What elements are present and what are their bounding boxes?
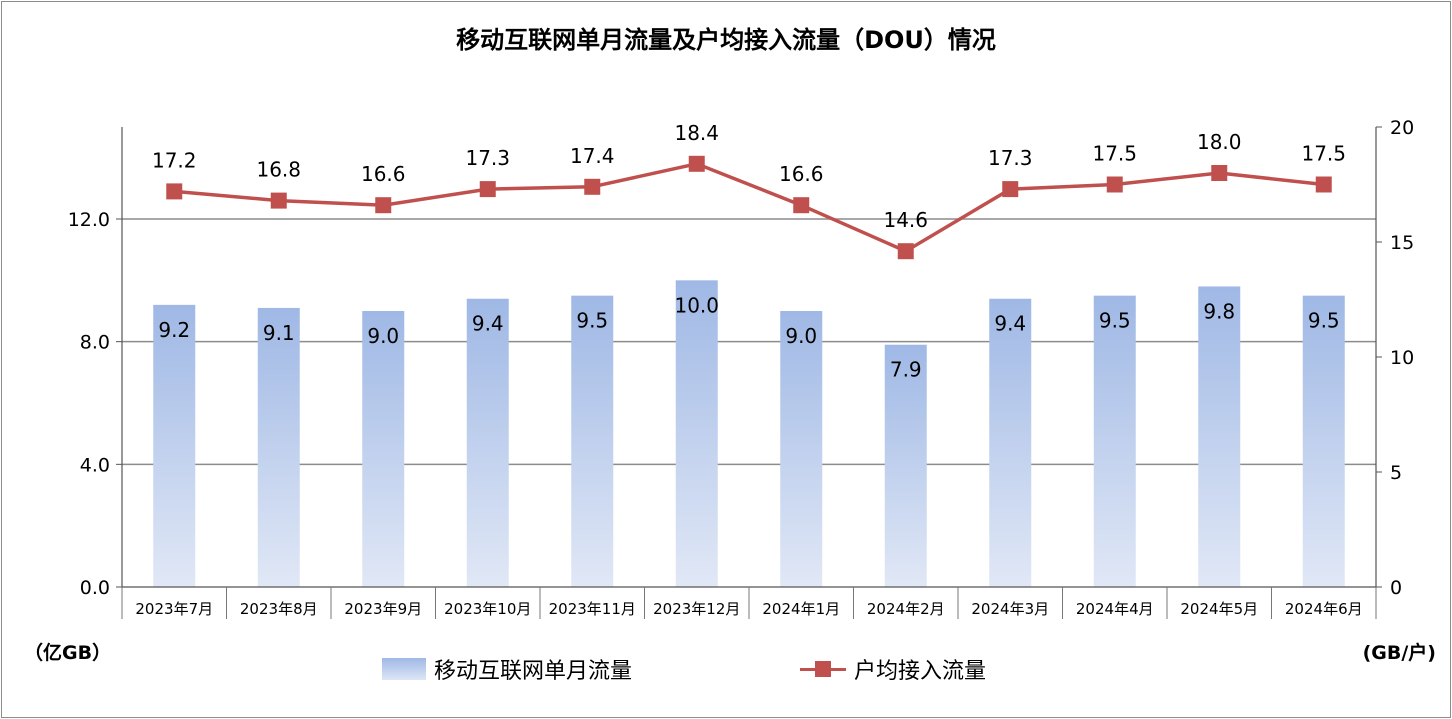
x-tick-label: 2023年11月 (549, 600, 636, 618)
line-value-label: 14.6 (883, 208, 928, 232)
bar-value-label: 9.1 (263, 321, 295, 345)
line-value-label: 16.6 (361, 162, 406, 186)
x-tick-label: 2024年1月 (762, 600, 840, 618)
bar-value-label: 9.4 (994, 312, 1026, 336)
x-tick-label: 2024年2月 (867, 600, 945, 618)
x-tick-label: 2023年7月 (135, 600, 213, 618)
line-value-label: 17.4 (570, 144, 615, 168)
legend-line-label: 户均接入流量 (854, 659, 987, 684)
line-value-label: 17.3 (988, 146, 1033, 170)
bar (571, 295, 614, 587)
bar (1093, 295, 1136, 587)
line-value-label: 16.6 (779, 162, 824, 186)
line-point-marker (375, 197, 392, 214)
x-tick-label: 2023年8月 (240, 600, 318, 618)
line-point-marker (897, 243, 914, 260)
x-tick-label: 2024年4月 (1076, 600, 1154, 618)
right-tick-label: 15 (1390, 232, 1414, 254)
left-tick-label: 12.0 (68, 209, 110, 231)
bar (153, 304, 196, 587)
line-value-label: 17.2 (152, 148, 197, 172)
line-point-marker (1002, 181, 1019, 198)
line-value-label: 18.0 (1197, 130, 1242, 154)
left-tick-label: 8.0 (80, 332, 110, 354)
line-value-label: 17.3 (465, 146, 510, 170)
left-tick-label: 4.0 (80, 454, 110, 476)
bar (989, 298, 1032, 587)
line-point-marker (166, 183, 183, 200)
bar (1302, 295, 1345, 587)
x-tick-label: 2024年6月 (1285, 600, 1363, 618)
bar-value-label: 7.9 (890, 358, 922, 382)
legend-item-line: 户均接入流量 (800, 653, 986, 685)
line-value-label: 16.8 (256, 158, 301, 182)
bar-value-label: 9.0 (367, 324, 399, 348)
bar (675, 280, 718, 587)
right-tick-label: 5 (1390, 462, 1402, 484)
line-point-marker (1106, 176, 1123, 193)
x-tick-label: 2024年3月 (971, 600, 1049, 618)
x-tick-label: 2024年5月 (1180, 600, 1258, 618)
legend-item-bars: 移动互联网单月流量 (382, 653, 632, 685)
line-point-marker (479, 181, 496, 198)
bar (362, 311, 405, 587)
left-tick-label: 0.0 (80, 577, 110, 599)
left-axis-unit: （亿GB） (24, 642, 112, 664)
line-point-marker (688, 155, 705, 172)
bar-value-label: 10.0 (674, 293, 719, 317)
bar (884, 344, 927, 587)
legend-bar-label: 移动互联网单月流量 (434, 659, 633, 684)
bar (466, 298, 509, 587)
line-value-label: 17.5 (1092, 142, 1137, 166)
bar-value-label: 9.5 (576, 309, 608, 333)
right-tick-label: 0 (1390, 577, 1402, 599)
bar (1198, 286, 1241, 587)
bar (257, 307, 300, 587)
x-tick-label: 2023年9月 (344, 600, 422, 618)
line-point-marker (1315, 176, 1332, 193)
bar (780, 311, 823, 587)
line-point-marker (1211, 165, 1228, 181)
bar-value-label: 9.5 (1308, 309, 1340, 333)
legend-bar-swatch (382, 658, 426, 680)
bar-value-label: 9.0 (785, 324, 817, 348)
x-tick-label: 2023年10月 (444, 600, 531, 618)
line-point-marker (793, 197, 810, 214)
right-tick-label: 10 (1390, 347, 1414, 369)
right-tick-label: 20 (1390, 117, 1414, 139)
bar-value-label: 9.2 (158, 318, 190, 342)
line-point-marker (584, 178, 601, 195)
line-point-marker (270, 192, 287, 209)
x-tick-label: 2023年12月 (653, 600, 740, 618)
right-axis-unit: (GB/户) (1362, 642, 1436, 664)
bar-value-label: 9.8 (1203, 299, 1235, 323)
chart-title: 移动互联网单月流量及户均接入流量（DOU）情况 (456, 26, 996, 54)
bar-value-label: 9.4 (472, 312, 504, 336)
line-value-label: 17.5 (1301, 142, 1346, 166)
line-value-label: 18.4 (674, 121, 719, 145)
legend-line-swatch (800, 658, 846, 680)
line-series-path (174, 161, 1324, 254)
bar-value-label: 9.5 (1099, 309, 1131, 333)
